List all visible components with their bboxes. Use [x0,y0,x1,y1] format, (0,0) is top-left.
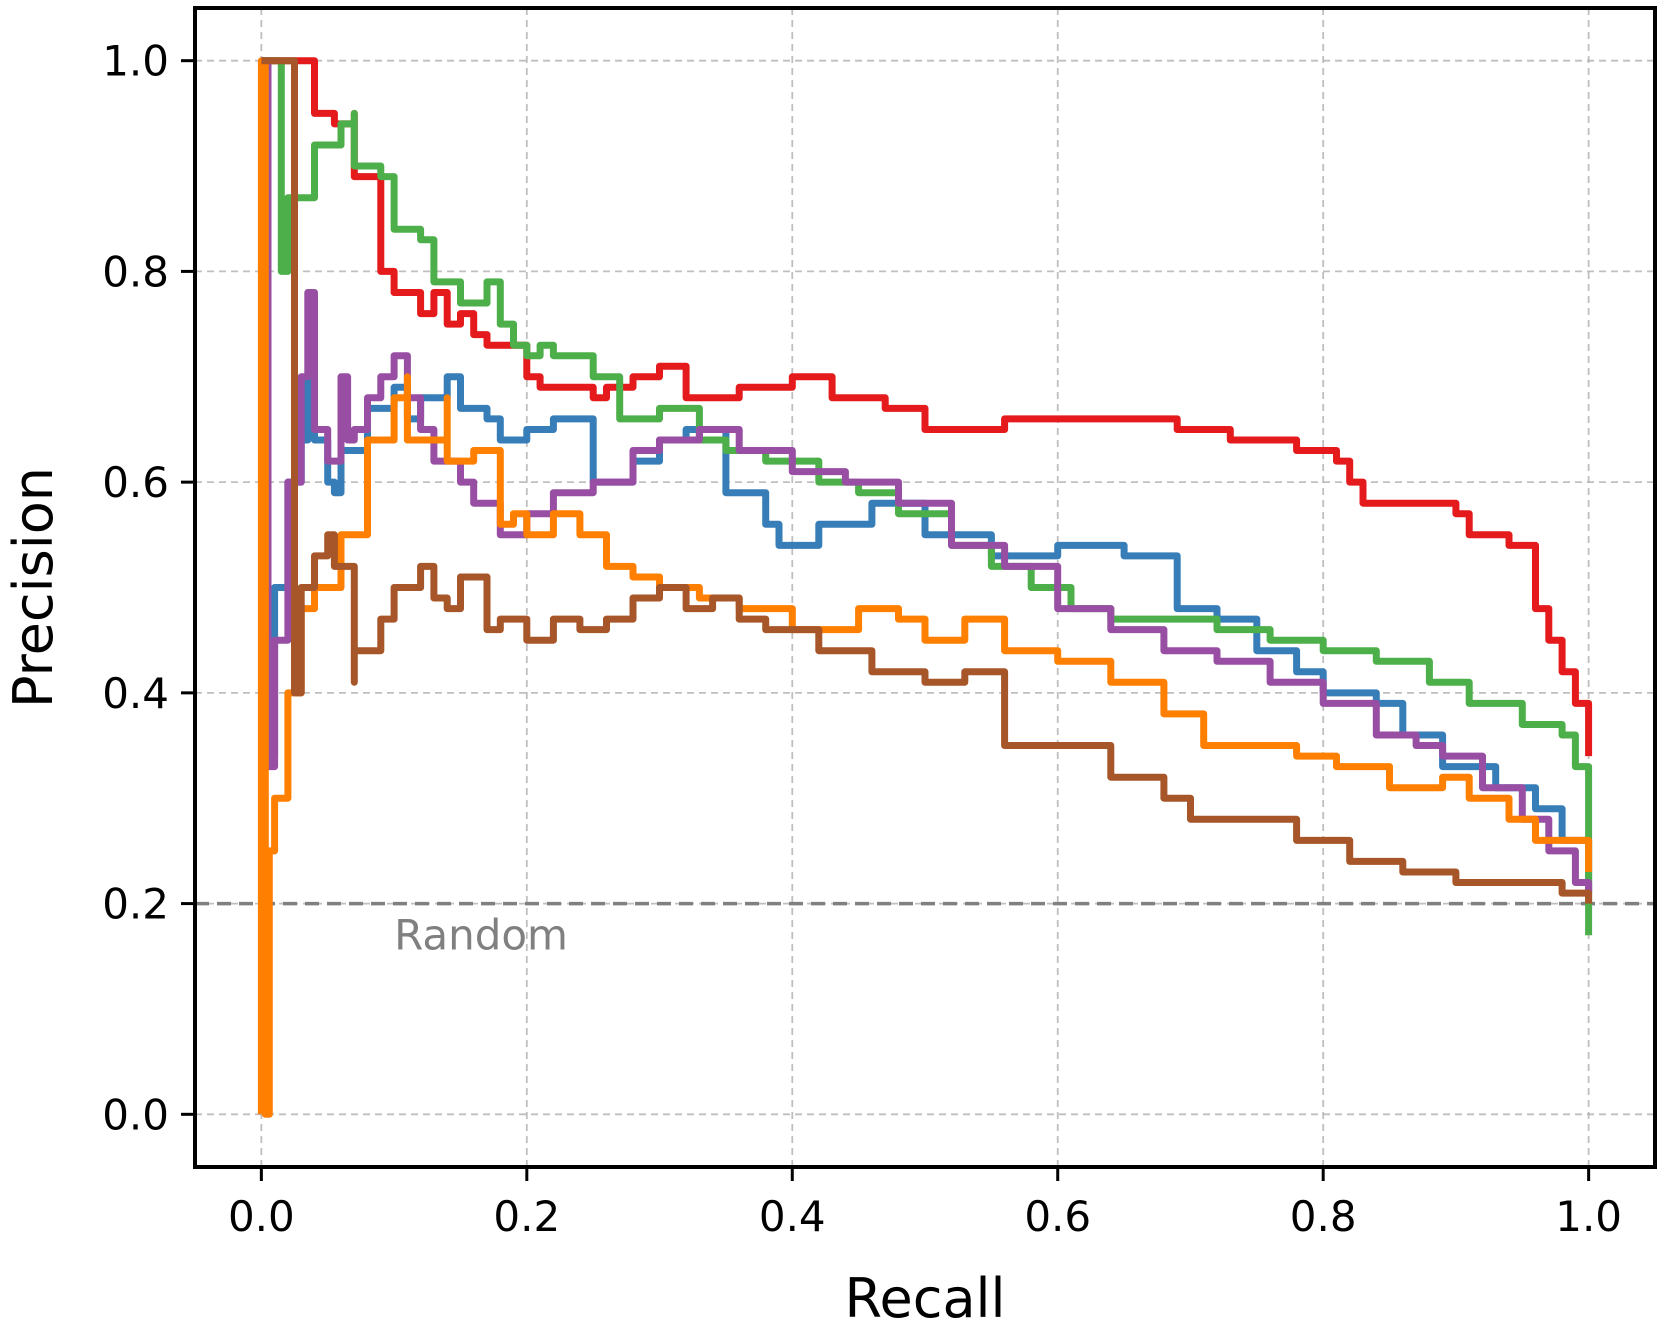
axes: 0.0 0.2 0.4 0.6 0.8 1.0 0.0 0.2 0.4 0.6 0.8 1.0 [102,6,1657,1241]
series-line-4 [261,57,1593,894]
x-tick-label: 0.0 [228,1192,295,1241]
y-tick-label: 0.0 [102,1090,169,1139]
y-tick-label: 0.6 [102,458,169,507]
x-tick-label: 1.0 [1555,1192,1622,1241]
grid-lines [195,8,1655,1167]
plot-frame [193,6,1657,1169]
x-tick-label: 0.8 [1290,1192,1357,1241]
x-tick-label: 0.4 [759,1192,826,1241]
series-line-3 [261,57,1593,936]
series-line-6 [261,57,1593,904]
x-tick-label: 0.6 [1024,1192,1091,1241]
y-tick-label: 0.8 [102,247,169,296]
x-axis-label: Recall [844,1267,1005,1330]
baseline-label: Random [394,911,568,960]
y-tick-label: 1.0 [102,37,169,86]
y-tick-label: 0.4 [102,669,169,718]
x-tick-label: 0.2 [493,1192,560,1241]
series-line-1 [261,57,1593,757]
series-line-5 [257,57,1593,1118]
y-axis-label: Precision [2,467,65,708]
series-lines [257,57,1593,1118]
y-tick-label: 0.2 [102,880,169,929]
